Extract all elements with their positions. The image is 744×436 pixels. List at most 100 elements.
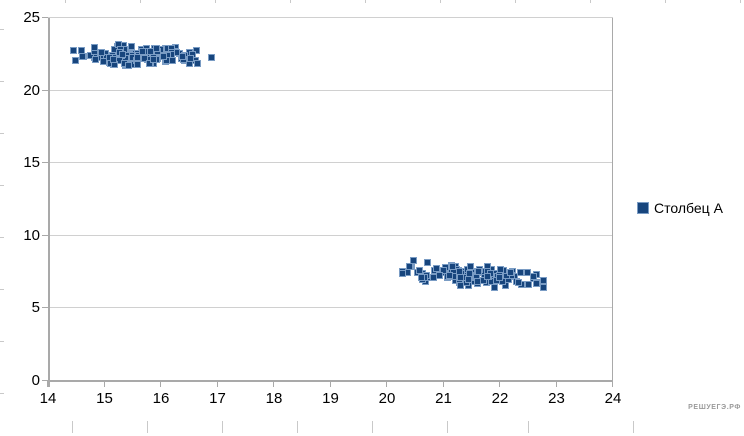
gridline <box>48 234 613 236</box>
y-axis-tick <box>42 234 48 236</box>
top-edge-tick <box>590 0 591 3</box>
plot-right-border <box>612 18 613 387</box>
data-point <box>446 271 454 279</box>
left-edge-tick <box>0 133 4 134</box>
data-point <box>92 56 100 64</box>
data-point <box>448 262 456 270</box>
y-tick-label: 25 <box>23 9 40 26</box>
left-edge-tick <box>0 289 4 290</box>
top-edge-tick <box>365 0 366 3</box>
data-point <box>159 53 167 61</box>
left-edge-tick <box>0 341 4 342</box>
y-tick-label: 20 <box>23 81 40 99</box>
data-point <box>78 52 86 60</box>
top-edge-tick <box>215 0 216 3</box>
bottom-edge-tick <box>147 421 148 433</box>
data-point <box>525 280 533 288</box>
data-point <box>186 54 194 62</box>
data-point <box>507 268 515 276</box>
bottom-edge-tick <box>297 421 298 433</box>
data-point <box>496 266 504 274</box>
x-axis-tick <box>216 381 218 387</box>
x-tick-label: 22 <box>491 390 509 407</box>
data-point <box>70 47 78 55</box>
data-point <box>530 272 538 280</box>
data-point <box>71 56 79 64</box>
data-point <box>91 43 99 51</box>
data-point <box>496 273 504 281</box>
y-axis-tick <box>42 89 48 91</box>
legend-square-marker-icon <box>637 202 649 214</box>
data-point <box>119 50 127 58</box>
y-axis-tick <box>42 307 48 309</box>
bottom-edge-tick <box>528 421 529 433</box>
data-point <box>480 277 488 285</box>
bottom-edge-tick <box>222 421 223 433</box>
gridline <box>48 162 613 164</box>
data-point <box>134 60 142 68</box>
data-point <box>128 43 136 51</box>
y-axis-tick <box>42 162 48 164</box>
data-point <box>416 266 424 274</box>
legend: Столбец A <box>637 200 723 216</box>
y-tick-label: 10 <box>23 226 40 244</box>
y-axis-line <box>48 18 50 387</box>
bottom-edge-tick <box>447 421 448 433</box>
x-axis-line <box>48 380 613 382</box>
bottom-edge-tick <box>372 421 373 433</box>
data-point <box>193 59 201 67</box>
x-tick-label: 15 <box>96 390 113 407</box>
data-point <box>179 52 187 60</box>
data-point <box>149 55 157 63</box>
x-tick-label: 16 <box>152 390 170 407</box>
left-edge-tick <box>0 185 4 186</box>
x-axis-tick <box>499 381 500 387</box>
x-axis-tick <box>555 381 557 387</box>
data-point <box>98 49 106 57</box>
left-edge-tick <box>0 81 4 82</box>
y-axis-tick <box>42 380 48 381</box>
x-axis-tick <box>160 381 161 387</box>
gridline <box>48 17 613 18</box>
bottom-edge-tick <box>633 421 634 433</box>
data-point <box>484 272 492 280</box>
top-edge-tick <box>740 0 741 3</box>
data-point <box>540 277 548 285</box>
bottom-edge-tick <box>72 421 73 433</box>
data-point <box>139 48 147 56</box>
x-axis-tick <box>47 381 48 387</box>
data-point <box>465 270 473 278</box>
top-edge-tick <box>665 0 666 3</box>
x-tick-label: 17 <box>209 390 226 407</box>
x-tick-label: 23 <box>548 390 565 407</box>
data-point <box>455 268 463 276</box>
data-point <box>146 48 154 56</box>
data-point <box>523 268 531 276</box>
data-point <box>124 62 132 70</box>
x-tick-label: 18 <box>265 390 283 407</box>
data-point <box>475 268 483 276</box>
x-axis-tick <box>273 381 274 387</box>
x-tick-label: 21 <box>435 390 452 407</box>
top-edge-tick <box>65 0 66 3</box>
watermark: РЕШУЕГЭ.РФ <box>688 404 741 411</box>
data-point <box>435 272 443 280</box>
data-point <box>533 280 541 288</box>
y-tick-label: 5 <box>31 299 40 317</box>
data-point <box>87 51 95 59</box>
x-axis-tick <box>329 381 331 387</box>
data-point <box>440 266 448 274</box>
y-axis-tick <box>42 17 48 18</box>
x-tick-label: 19 <box>322 390 339 407</box>
data-point <box>134 54 142 62</box>
x-axis-tick <box>442 381 444 387</box>
top-edge-tick <box>140 0 141 3</box>
data-point <box>207 53 215 61</box>
data-point <box>514 278 522 286</box>
x-tick-label: 20 <box>378 390 396 407</box>
data-point <box>109 56 117 64</box>
legend-label: Столбец A <box>654 200 723 216</box>
left-edge-tick <box>0 237 4 238</box>
x-tick-label: 14 <box>39 390 57 407</box>
